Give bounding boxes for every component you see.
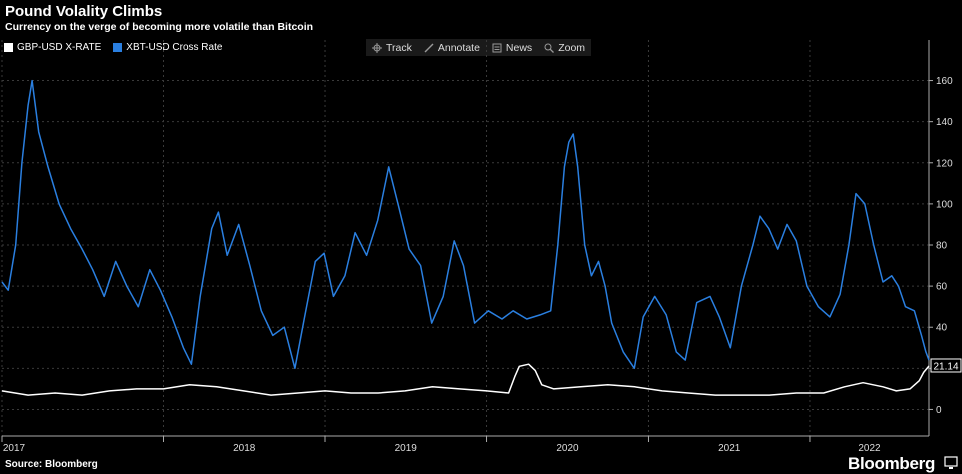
zoom-label: Zoom <box>558 41 586 54</box>
last-value-box <box>930 358 962 373</box>
x-tick-label: 2018 <box>233 443 256 454</box>
track-button[interactable]: Track <box>366 39 418 56</box>
news-label: News <box>505 41 533 54</box>
series-line <box>1 79 930 370</box>
y-tick-label: 120 <box>936 158 953 169</box>
x-tick-label: 2019 <box>395 443 418 454</box>
y-tick-label: 100 <box>936 199 953 210</box>
x-tick-label: 2021 <box>718 443 741 454</box>
track-label: Track <box>386 41 412 54</box>
chart-title: Pound Volality Climbs <box>5 3 163 20</box>
y-tick-label: 140 <box>936 117 953 128</box>
y-tick-label: 0 <box>936 405 942 416</box>
annotate-button[interactable]: Annotate <box>418 39 486 56</box>
bloomberg-logo: Bloomberg <box>848 454 936 473</box>
x-tick-label: 2020 <box>556 443 579 454</box>
source-note: Source: Bloomberg <box>5 459 98 470</box>
crosshair-icon <box>372 42 382 53</box>
x-tick-label: 2017 <box>3 443 26 454</box>
legend: GBP-USD X-RATE XBT-USD Cross Rate <box>4 42 222 53</box>
legend-swatch-xbt <box>113 43 123 52</box>
chart-subtitle: Currency on the verge of becoming more v… <box>5 21 314 33</box>
legend-item-xbt[interactable]: XBT-USD Cross Rate <box>113 42 222 53</box>
zoom-button[interactable]: Zoom <box>538 39 591 56</box>
x-tick-label: 2022 <box>858 443 881 454</box>
legend-label-xbt: XBT-USD Cross Rate <box>126 42 223 53</box>
legend-swatch-gbp <box>4 43 13 52</box>
y-tick-label: 80 <box>936 241 948 252</box>
series-line <box>1 363 930 396</box>
y-tick-label: 160 <box>936 76 953 87</box>
legend-item-gbp[interactable]: GBP-USD X-RATE <box>4 42 101 53</box>
annotate-label: Annotate <box>437 41 480 54</box>
legend-label-gbp: GBP-USD X-RATE <box>17 42 102 53</box>
y-tick-label: 60 <box>936 282 948 293</box>
news-button[interactable]: News <box>486 39 538 56</box>
y-tick-label: 40 <box>936 323 948 334</box>
chart-toolbar: Track Annotate News Zoom <box>366 39 592 56</box>
last-value-label: 21.14 <box>933 361 958 372</box>
bloomberg-terminal-icon <box>944 456 958 470</box>
magnifier-icon <box>544 43 555 53</box>
pencil-icon <box>424 43 434 52</box>
news-icon <box>492 43 502 52</box>
